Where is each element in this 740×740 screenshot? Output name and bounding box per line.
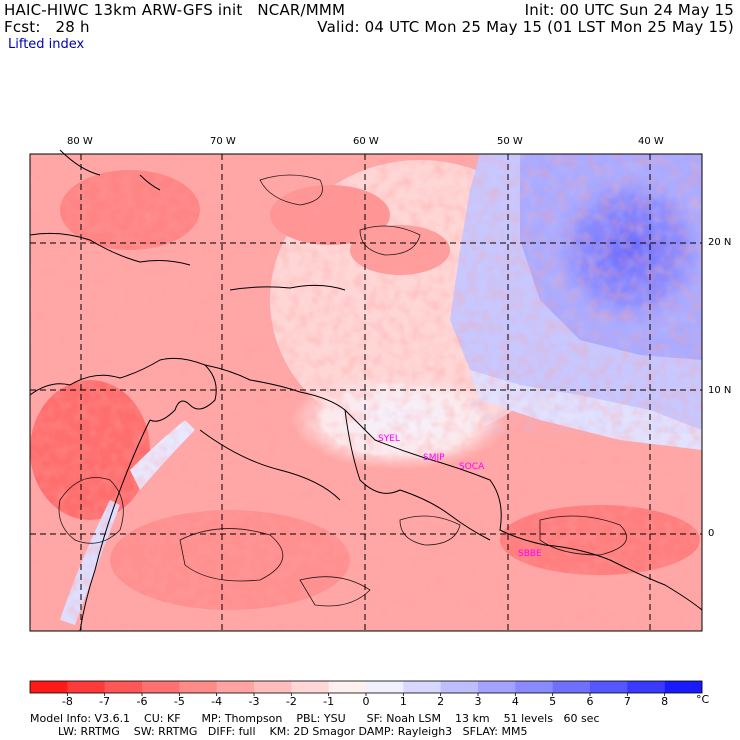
- colorbar-swatch: [142, 681, 180, 693]
- model-info-line1: Model Info: V3.6.1 CU: KF MP: Thompson P…: [30, 712, 600, 725]
- colorbar-tick-label: 8: [661, 695, 669, 708]
- colorbar-tick-label: -1: [323, 695, 335, 708]
- lon-label-70w: 70 W: [210, 136, 236, 147]
- colorbar-swatch: [552, 681, 591, 693]
- colorbar-swatch: [366, 681, 404, 693]
- colorbar-tick-label: -7: [99, 695, 111, 708]
- colorbar-tick-label: -5: [173, 695, 185, 708]
- init-time: Init: 00 UTC Sun 24 May 15: [524, 1, 734, 19]
- lat-label-10n: 10 N: [708, 385, 732, 396]
- lon-label-50w: 50 W: [497, 136, 523, 147]
- colorbar-tick-label: -8: [61, 695, 73, 708]
- station-soca: SOCA: [459, 462, 485, 472]
- colorbar-unit: °C: [696, 693, 710, 706]
- colorbar-tick-label: 7: [623, 695, 631, 708]
- colorbar-swatch: [478, 681, 516, 693]
- colorbar-swatch: [30, 681, 68, 693]
- colorbar-tick-label: 4: [511, 695, 519, 708]
- colorbar-swatch: [328, 681, 367, 693]
- contours: [58, 174, 627, 607]
- colorbar-tick-label: 1: [399, 695, 407, 708]
- lat-label-0: 0: [708, 528, 715, 539]
- forecast-hour: Fcst: 28 h: [4, 18, 90, 36]
- colorbar-tick-label: 6: [586, 695, 594, 708]
- colorbar-tick-label: 3: [474, 695, 482, 708]
- colorbar-tick-label: 0: [362, 695, 370, 708]
- lat-label-20n: 20 N: [708, 237, 732, 248]
- coastlines: [29, 149, 703, 632]
- lat-lon-grid: [30, 154, 702, 631]
- station-syel: SYEL: [378, 434, 400, 444]
- colorbar-tick-label: -3: [248, 695, 260, 708]
- colorbar-tick-label: -2: [285, 695, 297, 708]
- model-info-line2: LW: RRTMG SW: RRTMG DIFF: full KM: 2D Sm…: [30, 725, 528, 738]
- colorbar-swatch: [179, 681, 217, 693]
- valid-time: Valid: 04 UTC Mon 25 May 15 (01 LST Mon …: [317, 18, 734, 36]
- map-frame: [29, 153, 703, 632]
- colorbar-tick-label: -6: [136, 695, 148, 708]
- colorbar-swatch: [403, 681, 441, 693]
- colorbar-swatch: [216, 681, 255, 693]
- colorbar-swatch: [291, 681, 329, 693]
- colorbar-swatch: [515, 681, 553, 693]
- map-field: [30, 154, 702, 631]
- colorbar-swatch: [104, 681, 143, 693]
- colorbar-tick-label: -4: [211, 695, 223, 708]
- colorbar-swatch: [67, 681, 105, 693]
- colorbar-swatch: [664, 681, 703, 693]
- lon-label-60w: 60 W: [353, 136, 379, 147]
- model-title: HAIC-HIWC 13km ARW-GFS init NCAR/MMM: [4, 1, 346, 19]
- colorbar-swatch: [440, 681, 479, 693]
- colorbar-swatch: [254, 681, 292, 693]
- colorbar-tick-label: 5: [549, 695, 557, 708]
- colorbar-swatch: [627, 681, 665, 693]
- field-name: Lifted index: [8, 37, 85, 52]
- lon-label-40w: 40 W: [638, 136, 664, 147]
- colorbar: [29, 680, 703, 696]
- colorbar-tick-label: 2: [437, 695, 445, 708]
- station-sbbe: SBBE: [518, 549, 542, 559]
- station-smjp: SMJP: [423, 453, 445, 463]
- colorbar-swatch: [590, 681, 628, 693]
- lon-label-80w: 80 W: [67, 136, 93, 147]
